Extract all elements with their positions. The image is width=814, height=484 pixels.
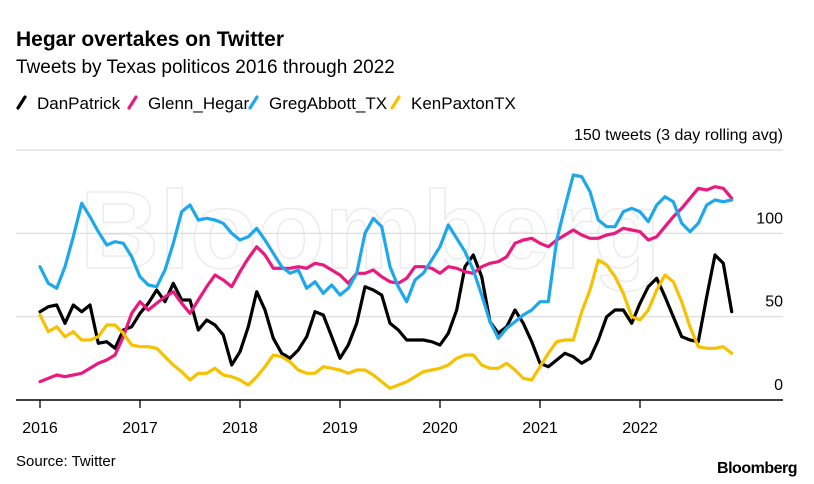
x-tick-label: 2018 <box>222 420 258 437</box>
x-tick-label: 2021 <box>522 420 558 437</box>
gridlines <box>16 149 783 318</box>
legend-item: GregAbbott_TX <box>248 94 387 113</box>
y-tick-label: 0 <box>774 377 783 394</box>
x-tick-label: 2022 <box>622 420 658 437</box>
legend-item: DanPatrick <box>16 94 121 113</box>
chart-title: Hegar overtakes on Twitter <box>16 28 284 51</box>
legend-label: KenPaxtonTX <box>411 94 516 113</box>
y-axis-labels: 0 50 100 150 tweets (3 day rolling avg) <box>574 127 783 394</box>
series-line-kenpaxtontx <box>38 258 734 390</box>
x-tick-label: 2019 <box>322 420 358 437</box>
series-line-danpatrick <box>38 253 734 369</box>
legend-swatch <box>127 95 138 110</box>
legend-item: KenPaxtonTX <box>390 94 516 113</box>
y-tick-label: 150 tweets (3 day rolling avg) <box>574 127 783 144</box>
legend-label: DanPatrick <box>37 94 121 113</box>
bloomberg-logo: Bloomberg <box>717 460 797 477</box>
source-note: Source: Twitter <box>16 453 116 470</box>
legend-swatch <box>248 95 259 110</box>
series-lines <box>38 173 734 390</box>
series-line-gregabbott-tx <box>38 173 734 340</box>
x-tick-label: 2016 <box>22 420 58 437</box>
series-line-glenn-hegar <box>38 185 734 384</box>
x-axis-labels: 2016 2017 2018 2019 2020 2021 2022 <box>22 400 658 437</box>
legend-swatch <box>16 95 27 110</box>
y-tick-label: 100 <box>756 210 783 227</box>
x-tick-label: 2017 <box>122 420 158 437</box>
chart-subtitle: Tweets by Texas politicos 2016 through 2… <box>16 57 395 78</box>
legend-label: Glenn_Hegar <box>148 94 249 113</box>
legend-item: Glenn_Hegar <box>127 94 249 113</box>
y-tick-label: 50 <box>765 294 783 311</box>
legend-swatch <box>390 95 401 110</box>
legend: DanPatrick Glenn_Hegar GregAbbott_TX KenPax… <box>16 94 516 113</box>
x-tick-label: 2020 <box>422 420 458 437</box>
legend-label: GregAbbott_TX <box>269 94 387 113</box>
